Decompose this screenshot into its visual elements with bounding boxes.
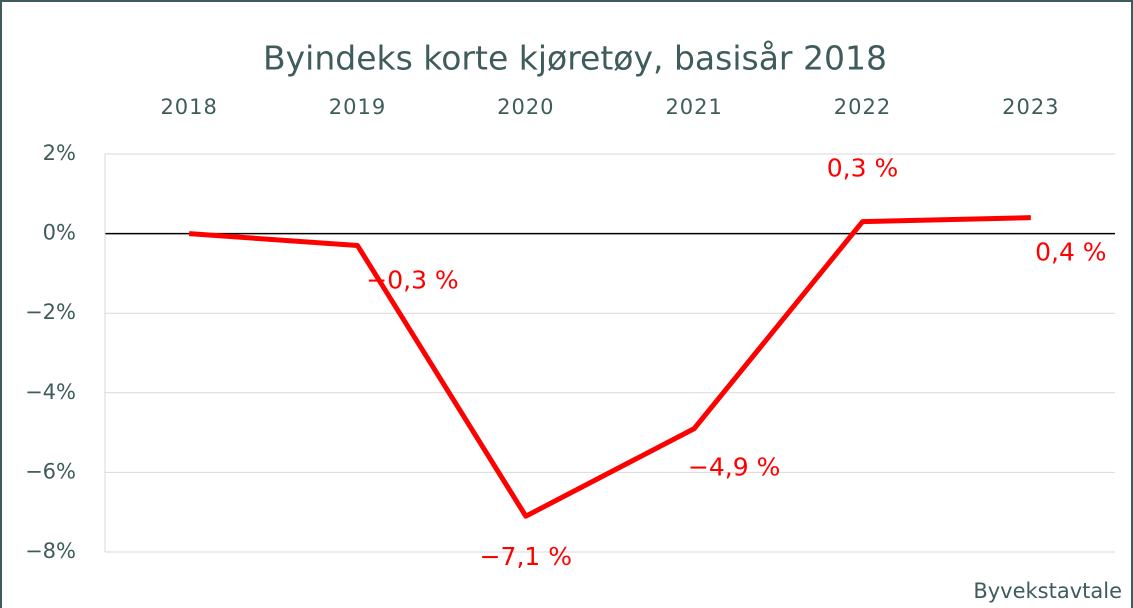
data-line [188,215,1031,519]
y-tick-label: −6% [25,459,76,483]
x-tick-label: 2023 [1002,95,1059,119]
data-label: −0,3 % [366,266,458,295]
y-tick-label: −8% [25,539,76,563]
x-tick-label: 2021 [665,95,722,119]
data-label: 0,3 % [827,154,898,183]
source-note: Byvekstavtale [973,579,1122,603]
data-label: −7,1 % [480,542,572,571]
y-tick-label: −2% [25,300,76,324]
y-tick-label: 2% [43,141,76,165]
data-label: 0,4 % [1035,238,1106,267]
y-tick-label: −4% [25,380,76,404]
x-tick-label: 2019 [329,95,386,119]
chart-title: Byindeks korte kjøretøy, basisår 2018 [263,39,887,78]
data-label: −4,9 % [688,453,780,482]
y-tick-label: 0% [43,221,76,245]
x-tick-label: 2020 [497,95,554,119]
x-tick-label: 2018 [160,95,217,119]
x-tick-label: 2022 [834,95,891,119]
